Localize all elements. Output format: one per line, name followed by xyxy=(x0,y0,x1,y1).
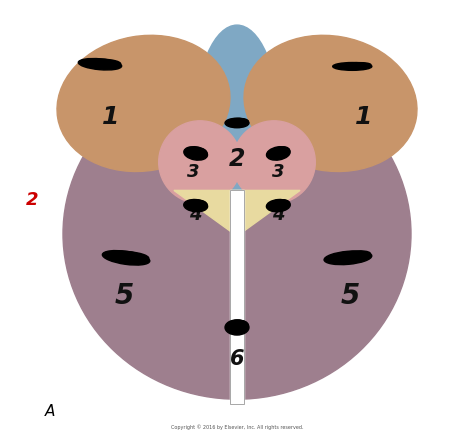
Ellipse shape xyxy=(266,147,290,161)
Text: 4: 4 xyxy=(190,206,202,224)
Ellipse shape xyxy=(225,320,249,335)
Ellipse shape xyxy=(57,36,230,172)
Text: 3: 3 xyxy=(272,162,284,181)
Ellipse shape xyxy=(184,147,208,161)
Text: A: A xyxy=(45,403,55,418)
Bar xyxy=(229,191,245,404)
Ellipse shape xyxy=(330,251,371,263)
Text: 5: 5 xyxy=(340,281,360,309)
Ellipse shape xyxy=(84,60,120,68)
Ellipse shape xyxy=(225,119,249,128)
Ellipse shape xyxy=(187,201,207,210)
Ellipse shape xyxy=(337,63,371,69)
Ellipse shape xyxy=(228,320,248,332)
Circle shape xyxy=(159,122,241,204)
Text: 1: 1 xyxy=(355,105,372,129)
Ellipse shape xyxy=(108,252,149,262)
Ellipse shape xyxy=(78,59,122,71)
Ellipse shape xyxy=(63,69,411,399)
Bar xyxy=(229,191,245,404)
Ellipse shape xyxy=(102,251,150,266)
Ellipse shape xyxy=(266,200,290,212)
Text: 2: 2 xyxy=(26,191,39,209)
Ellipse shape xyxy=(324,251,372,265)
Ellipse shape xyxy=(184,200,208,212)
Text: 2: 2 xyxy=(229,146,245,171)
Text: Copyright © 2016 by Elsevier, Inc. All rights reserved.: Copyright © 2016 by Elsevier, Inc. All r… xyxy=(171,424,303,429)
Circle shape xyxy=(233,122,315,204)
Ellipse shape xyxy=(269,200,290,210)
Text: 5: 5 xyxy=(114,281,134,309)
Ellipse shape xyxy=(270,148,290,158)
Ellipse shape xyxy=(228,119,248,126)
Ellipse shape xyxy=(333,63,372,71)
Text: 3: 3 xyxy=(187,162,200,181)
Ellipse shape xyxy=(244,36,417,172)
Text: 6: 6 xyxy=(230,348,244,368)
Text: 4: 4 xyxy=(272,206,284,224)
Ellipse shape xyxy=(196,26,278,217)
Text: 1: 1 xyxy=(102,105,119,129)
Ellipse shape xyxy=(187,148,207,158)
Polygon shape xyxy=(174,191,300,237)
